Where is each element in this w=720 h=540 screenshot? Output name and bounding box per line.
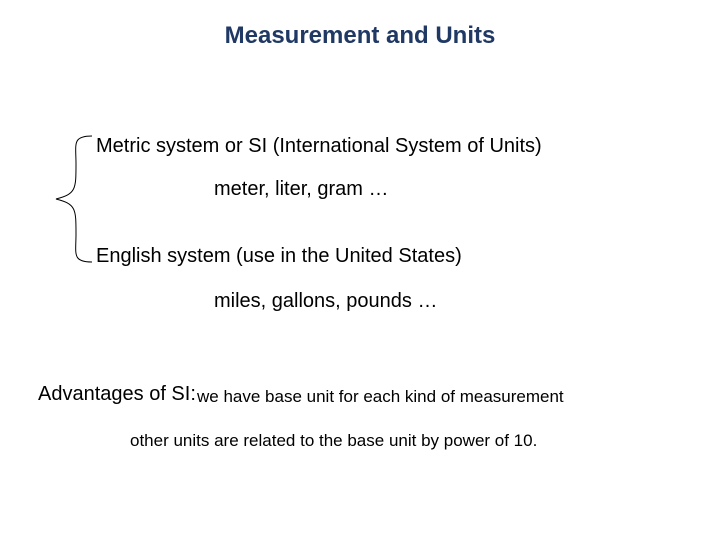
body-line-3: miles, gallons, pounds … [214,290,437,313]
brace-icon [52,134,94,264]
body-line-2: English system (use in the United States… [96,245,462,268]
advantages-label: Advantages of SI: [38,383,196,406]
body-line-4: we have base unit for each kind of measu… [197,387,564,407]
body-line-5: other units are related to the base unit… [130,431,537,451]
body-line-1: meter, liter, gram … [214,178,389,201]
slide-title: Measurement and Units [0,22,720,50]
body-line-0: Metric system or SI (International Syste… [96,135,542,158]
